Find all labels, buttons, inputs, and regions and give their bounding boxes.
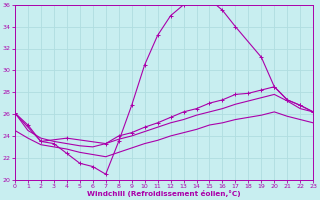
X-axis label: Windchill (Refroidissement éolien,°C): Windchill (Refroidissement éolien,°C) bbox=[87, 190, 241, 197]
